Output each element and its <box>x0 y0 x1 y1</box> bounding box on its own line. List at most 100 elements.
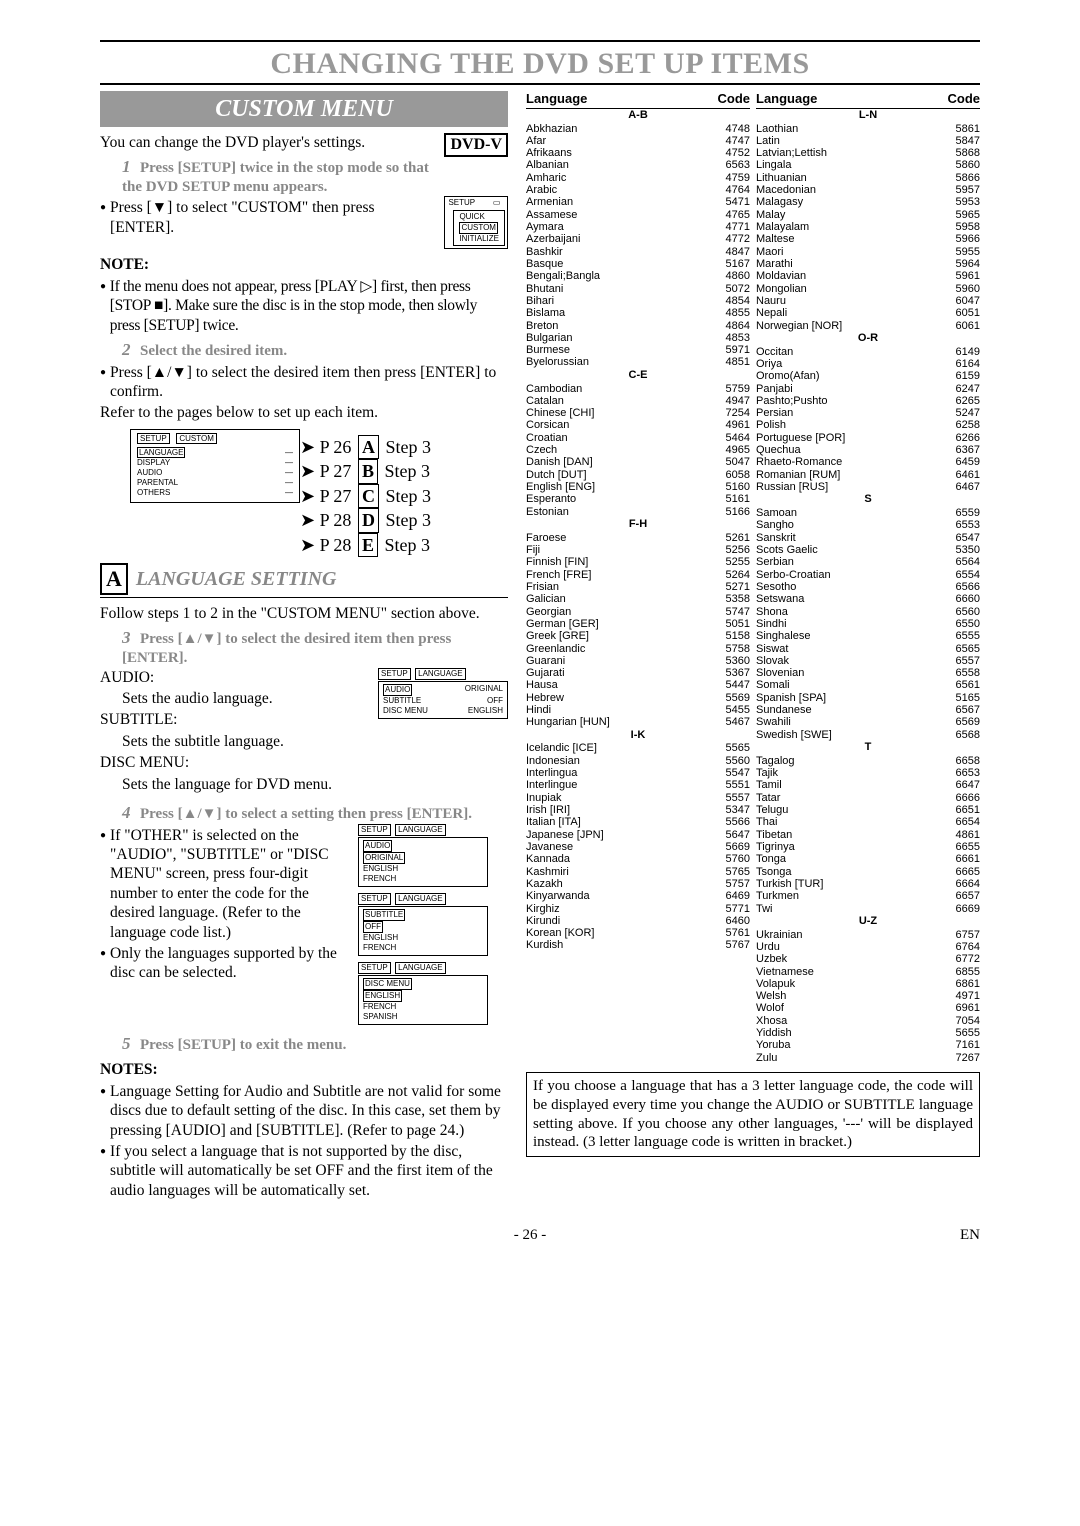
lang-row: Interlingue5551 <box>526 779 750 791</box>
lang-row: Urdu6764 <box>756 941 980 953</box>
lang-row: Twi6669 <box>756 903 980 915</box>
lang-row: Maori5955 <box>756 246 980 258</box>
lang-row: Oromo(Afan)6159 <box>756 370 980 382</box>
lang-row: Albanian6563 <box>526 159 750 171</box>
lang-row: Tsonga6665 <box>756 866 980 878</box>
lang-row: Kashmiri5765 <box>526 866 750 878</box>
notes-header: NOTES: <box>100 1060 508 1079</box>
other-2: Only the languages supported by the disc… <box>110 944 346 983</box>
lang-row: French [FRE]5264 <box>526 569 750 581</box>
audio-label: AUDIO: <box>100 668 372 687</box>
lang-row: Thai6654 <box>756 816 980 828</box>
lang-row: Serbian6564 <box>756 556 980 568</box>
page-title: CHANGING THE DVD SET UP ITEMS <box>100 40 980 85</box>
lang-row: Tamil6647 <box>756 779 980 791</box>
dvd-v-badge: DVD-V <box>444 133 508 157</box>
lang-row: Esperanto5161 <box>526 493 750 505</box>
lang-row: Turkish [TUR]6664 <box>756 878 980 890</box>
lang-row: Rhaeto-Romance6459 <box>756 456 980 468</box>
lang-row: Guarani5360 <box>526 655 750 667</box>
audio-desc: Sets the audio language. <box>100 689 372 708</box>
lang-row: Swedish [SWE]6568 <box>756 729 980 741</box>
lang-row: Finnish [FIN]5255 <box>526 556 750 568</box>
lang-row: Sangho6553 <box>756 519 980 531</box>
press-updown: Press [▲/▼] to select the desired item t… <box>110 363 508 402</box>
lang-row: Zulu7267 <box>756 1052 980 1064</box>
lang-row: Danish [DAN]5047 <box>526 456 750 468</box>
lang-row: Assamese4765 <box>526 209 750 221</box>
lang-row: Shona6560 <box>756 606 980 618</box>
step-3-text: Press [▲/▼] to select the desired item t… <box>122 631 451 666</box>
lang-row: Pashto;Pushto6265 <box>756 395 980 407</box>
lang-row: Basque5167 <box>526 258 750 270</box>
lang-row: Frisian5271 <box>526 581 750 593</box>
lang-row: English [ENG]5160 <box>526 481 750 493</box>
lang-row: Marathi5964 <box>756 258 980 270</box>
subtitle-label: SUBTITLE: <box>100 710 372 729</box>
lang-row: Greenlandic5758 <box>526 643 750 655</box>
lang-row: Nepali6051 <box>756 307 980 319</box>
lang-row: Afrikaans4752 <box>526 147 750 159</box>
lang-row: Croatian5464 <box>526 432 750 444</box>
lang-row: Uzbek6772 <box>756 953 980 965</box>
lang-row: Cambodian5759 <box>526 383 750 395</box>
lang-row: Georgian5747 <box>526 606 750 618</box>
lang-row: Galician5358 <box>526 593 750 605</box>
lang-row: Oriya6164 <box>756 358 980 370</box>
lang-row: Kinyarwanda6469 <box>526 890 750 902</box>
step-1-num: 1 <box>122 157 131 176</box>
lang-row: Tajik6653 <box>756 767 980 779</box>
lang-row: Singhalese6555 <box>756 630 980 642</box>
right-note: If you choose a language that has a 3 le… <box>526 1072 980 1157</box>
lang-row: Kirundi6460 <box>526 915 750 927</box>
lang-row: Romanian [RUM]6461 <box>756 469 980 481</box>
lang-row: Tonga6661 <box>756 853 980 865</box>
lang-row: Aymara4771 <box>526 221 750 233</box>
page-link: ➤ P 28 D Step 3 <box>300 508 431 533</box>
lang-row: Quechua6367 <box>756 444 980 456</box>
lang-row: Siswat6565 <box>756 643 980 655</box>
lang-menus-234: SETUP LANGUAGE AUDIOORIGINALENGLISHFRENC… <box>358 824 508 1025</box>
refer-text: Refer to the pages below to set up each … <box>100 403 508 422</box>
lang-row: Slovak6557 <box>756 655 980 667</box>
lang-row: Byelorussian4851 <box>526 356 750 368</box>
lang-row: Latin5847 <box>756 135 980 147</box>
lang-row: Macedonian5957 <box>756 184 980 196</box>
lang-row: Armenian5471 <box>526 196 750 208</box>
page-link: ➤ P 26 A Step 3 <box>300 435 431 460</box>
notes-1: Language Setting for Audio and Subtitle … <box>110 1082 508 1140</box>
lang-row: Corsican4961 <box>526 419 750 431</box>
note-1: If the menu does not appear, press [PLAY… <box>110 277 508 335</box>
step-1-text: Press [SETUP] twice in the stop mode so … <box>122 160 429 195</box>
lang-row: Yiddish5655 <box>756 1027 980 1039</box>
lang-menu-1: SETUP LANGUAGE AUDIOORIGINALSUBTITLEOFFD… <box>378 668 508 796</box>
lang-row: German [GER]5051 <box>526 618 750 630</box>
lang-row: Bengali;Bangla4860 <box>526 270 750 282</box>
lang-row: Burmese5971 <box>526 344 750 356</box>
lang-row: Afar4747 <box>526 135 750 147</box>
lang-row: Bulgarian4853 <box>526 332 750 344</box>
section-a-box: A <box>100 563 128 595</box>
lang-row: Malagasy5953 <box>756 196 980 208</box>
setup-menu-diagram: SETUP ▭ QUICK CUSTOM INITIALIZE <box>444 196 508 249</box>
lang-row: Italian [ITA]5566 <box>526 816 750 828</box>
lang-row: Tigrinya6655 <box>756 841 980 853</box>
lang-row: Norwegian [NOR]6061 <box>756 320 980 332</box>
language-code-table: LanguageCode A-BAbkhazian4748Afar4747Afr… <box>526 91 980 1065</box>
lang-row: Catalan4947 <box>526 395 750 407</box>
lang-row: Panjabi6247 <box>756 383 980 395</box>
lang-row: Welsh4971 <box>756 990 980 1002</box>
lang-row: Latvian;Lettish5868 <box>756 147 980 159</box>
lang-row: Xhosa7054 <box>756 1015 980 1027</box>
lang-row: Irish [IRI]5347 <box>526 804 750 816</box>
step-4-text: Press [▲/▼] to select a setting then pre… <box>140 806 472 822</box>
discmenu-label: DISC MENU: <box>100 753 372 772</box>
lang-row: Bislama4855 <box>526 307 750 319</box>
lang-row: Inupiak5557 <box>526 792 750 804</box>
lang-row: Estonian5166 <box>526 506 750 518</box>
lang-indicator: EN <box>960 1226 980 1245</box>
lang-row: Amharic4759 <box>526 172 750 184</box>
lang-row: Bhutani5072 <box>526 283 750 295</box>
lang-row: Greek [GRE]5158 <box>526 630 750 642</box>
lang-row: Sindhi6550 <box>756 618 980 630</box>
